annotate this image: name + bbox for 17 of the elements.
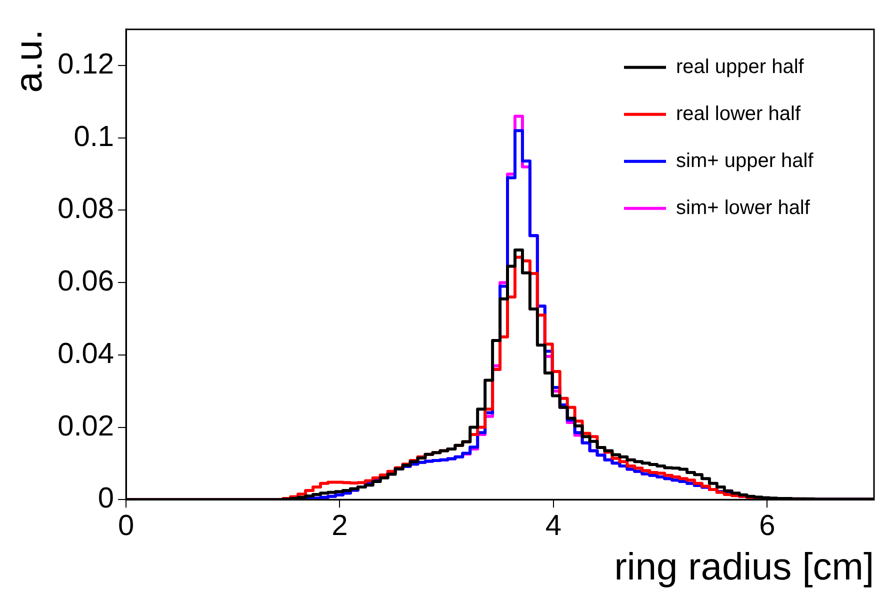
legend-label: sim+ upper half bbox=[676, 150, 814, 172]
y-tick-label: 0.1 bbox=[74, 120, 114, 153]
y-axis-title: a.u. bbox=[8, 29, 50, 93]
x-tick-label: 0 bbox=[118, 510, 134, 542]
y-tick-label: 0.02 bbox=[58, 410, 114, 442]
y-tick-label: 0.04 bbox=[58, 338, 114, 370]
y-tick-label: 0.08 bbox=[58, 193, 114, 226]
x-tick-label: 4 bbox=[545, 510, 562, 542]
legend-label: real lower half bbox=[676, 102, 801, 125]
y-tick-label: 0.06 bbox=[58, 266, 114, 298]
x-tick-label: 6 bbox=[759, 510, 776, 542]
x-tick-label: 2 bbox=[332, 510, 348, 542]
legend-label: real upper half bbox=[676, 56, 804, 78]
y-tick-label: 0 bbox=[98, 482, 114, 515]
legend-label: sim+ lower half bbox=[676, 196, 810, 219]
x-axis-title: ring radius [cm] bbox=[614, 546, 874, 589]
y-tick-label: 0.12 bbox=[58, 48, 114, 81]
